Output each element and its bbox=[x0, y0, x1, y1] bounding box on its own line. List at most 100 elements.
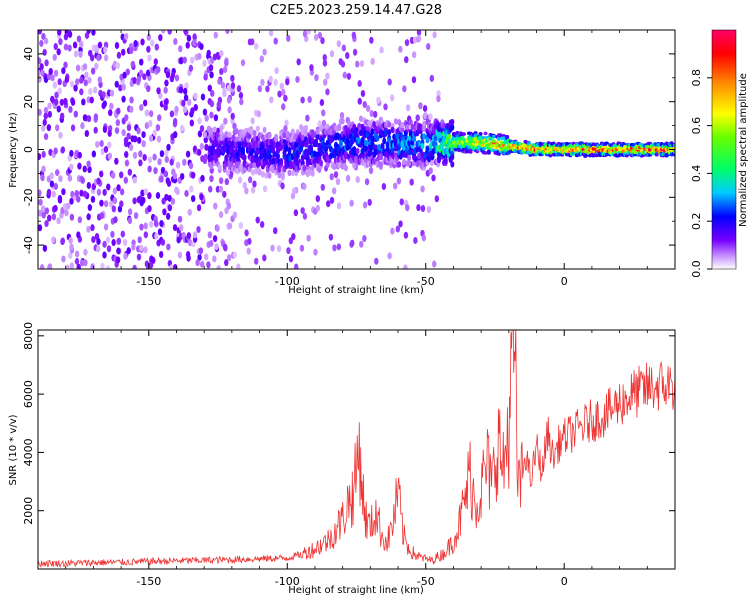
spectrogram-noise-cell bbox=[376, 96, 381, 104]
spectrogram-noise-cell bbox=[236, 85, 242, 93]
spectrogram-noise-cell bbox=[186, 232, 192, 240]
spectrogram-noise-cell bbox=[299, 244, 305, 252]
spectrogram-noise-cell bbox=[119, 171, 124, 179]
spectrogram-noise-cell bbox=[174, 74, 180, 82]
spectrogram-ridge-cell bbox=[495, 143, 500, 147]
spectrogram-noise-cell bbox=[79, 189, 84, 197]
spectrogram-noise-cell bbox=[322, 59, 328, 67]
spectrogram-noise-cell bbox=[203, 153, 208, 161]
spectrogram-noise-cell bbox=[387, 78, 392, 86]
spectrogram-noise-cell bbox=[41, 211, 46, 219]
spectrogram-noise-cell bbox=[101, 91, 106, 99]
spectrogram-noise-cell bbox=[165, 212, 171, 220]
spectrogram-noise-cell bbox=[89, 96, 94, 104]
spectrogram-noise-cell bbox=[215, 224, 220, 232]
spectrogram-ytick-label: 40 bbox=[22, 47, 35, 61]
spectrogram-noise-cell bbox=[63, 97, 68, 105]
spectrogram-noise-cell bbox=[226, 84, 232, 92]
spectrogram-ridge-cell bbox=[425, 137, 430, 144]
spectrogram-noise-cell bbox=[209, 100, 215, 108]
spectrogram-noise-cell bbox=[373, 110, 378, 118]
spectrogram-noise-cell bbox=[232, 251, 237, 259]
spectrogram-noise-cell bbox=[147, 192, 152, 200]
spectrogram-ridge-cell bbox=[240, 146, 245, 153]
spectrogram-ridge-cell bbox=[310, 132, 315, 139]
spectrogram-noise-cell bbox=[40, 174, 45, 182]
spectrogram-ridge-cell bbox=[222, 163, 227, 170]
spectrogram-noise-cell bbox=[111, 238, 116, 246]
spectrogram-ridge-cell bbox=[415, 146, 420, 153]
spectrogram-ridge-cell bbox=[461, 132, 466, 136]
spectrogram-ridge-cell bbox=[450, 161, 455, 168]
spectrogram-noise-cell bbox=[284, 119, 289, 127]
spectrogram-noise-cell bbox=[212, 255, 217, 263]
spectrogram-noise-cell bbox=[217, 77, 222, 85]
spectrogram-noise-cell bbox=[213, 202, 218, 210]
spectrogram-noise-cell bbox=[226, 202, 232, 210]
spectrogram-noise-cell bbox=[173, 37, 178, 45]
spectrogram-noise-cell bbox=[153, 58, 158, 66]
spectrogram-noise-cell bbox=[226, 254, 232, 262]
spectrogram-noise-cell bbox=[374, 257, 379, 265]
spectrogram-noise-cell bbox=[218, 185, 224, 193]
snr-ytick-label: 4000 bbox=[22, 438, 35, 466]
spectrogram-ridge-cell bbox=[280, 172, 285, 179]
spectrogram-noise-cell bbox=[163, 103, 168, 111]
spectrogram-noise-cell bbox=[110, 230, 115, 238]
spectrogram-noise-cell bbox=[42, 48, 47, 56]
spectrogram-noise-cell bbox=[94, 62, 99, 70]
spectrogram-ridge-cell bbox=[329, 152, 334, 160]
spectrogram-noise-cell bbox=[107, 129, 112, 137]
spectrogram-noise-cell bbox=[247, 237, 252, 245]
spectrogram-noise-cell bbox=[47, 102, 52, 110]
spectrogram-noise-cell bbox=[355, 60, 360, 68]
spectrogram-noise-cell bbox=[383, 103, 388, 111]
spectrogram-noise-cell bbox=[108, 200, 114, 208]
spectrogram-noise-cell bbox=[167, 194, 172, 202]
spectrogram-noise-cell bbox=[124, 114, 129, 122]
spectrogram-noise-cell bbox=[280, 182, 285, 190]
spectrogram-noise-cell bbox=[64, 76, 70, 84]
spectrogram-noise-cell bbox=[302, 182, 307, 190]
spectrogram-ridge-cell bbox=[402, 158, 407, 166]
spectrogram-noise-cell bbox=[159, 150, 165, 158]
spectrogram-noise-cell bbox=[148, 220, 154, 228]
spectrogram-noise-cell bbox=[76, 35, 82, 43]
spectrogram-noise-cell bbox=[152, 153, 157, 161]
spectrogram-noise-cell bbox=[70, 124, 76, 132]
spectrogram-noise-cell bbox=[416, 30, 422, 36]
spectrogram-ridge-cell bbox=[378, 153, 383, 160]
spectrogram-noise-cell bbox=[199, 260, 205, 268]
spectrogram-noise-cell bbox=[38, 189, 42, 197]
spectrogram-noise-cell bbox=[218, 211, 224, 219]
spectrogram-noise-cell bbox=[76, 195, 81, 203]
colorbar-tick-label: 0.0 bbox=[690, 260, 703, 278]
colorbar-tick-label: 0.2 bbox=[690, 212, 703, 230]
spectrogram-noise-cell bbox=[270, 244, 275, 252]
spectrogram-noise-cell bbox=[403, 264, 408, 269]
spectrogram-noise-cell bbox=[58, 131, 63, 139]
spectrogram-noise-cell bbox=[429, 74, 435, 82]
spectrogram-noise-cell bbox=[131, 243, 136, 251]
spectrogram-noise-cell bbox=[136, 127, 141, 135]
spectrogram-ridge-cell bbox=[556, 152, 561, 156]
spectrogram-noise-cell bbox=[164, 155, 170, 163]
spectrogram-ridge-cell bbox=[324, 146, 329, 153]
spectrogram-noise-cell bbox=[173, 131, 178, 139]
spectrogram-ridge-cell bbox=[249, 162, 254, 169]
spectrogram-noise-cell bbox=[154, 43, 160, 51]
spectrogram-noise-cell bbox=[41, 165, 46, 173]
spectrogram-noise-cell bbox=[283, 94, 288, 102]
spectrogram-noise-cell bbox=[138, 69, 144, 77]
spectrogram-noise-cell bbox=[107, 141, 112, 149]
spectrogram-noise-cell bbox=[86, 160, 91, 168]
spectrogram-ridge-cell bbox=[468, 139, 473, 143]
spectrogram-noise-cell bbox=[141, 131, 146, 139]
spectrogram-ridge-cell bbox=[255, 125, 260, 132]
spectrogram-noise-cell bbox=[79, 88, 84, 96]
spectrogram-noise-cell bbox=[99, 139, 104, 147]
spectrogram-noise-cell bbox=[58, 38, 63, 46]
spectrogram-noise-cell bbox=[132, 135, 138, 143]
spectrogram-noise-cell bbox=[43, 106, 49, 114]
spectrogram-noise-cell bbox=[106, 245, 112, 253]
